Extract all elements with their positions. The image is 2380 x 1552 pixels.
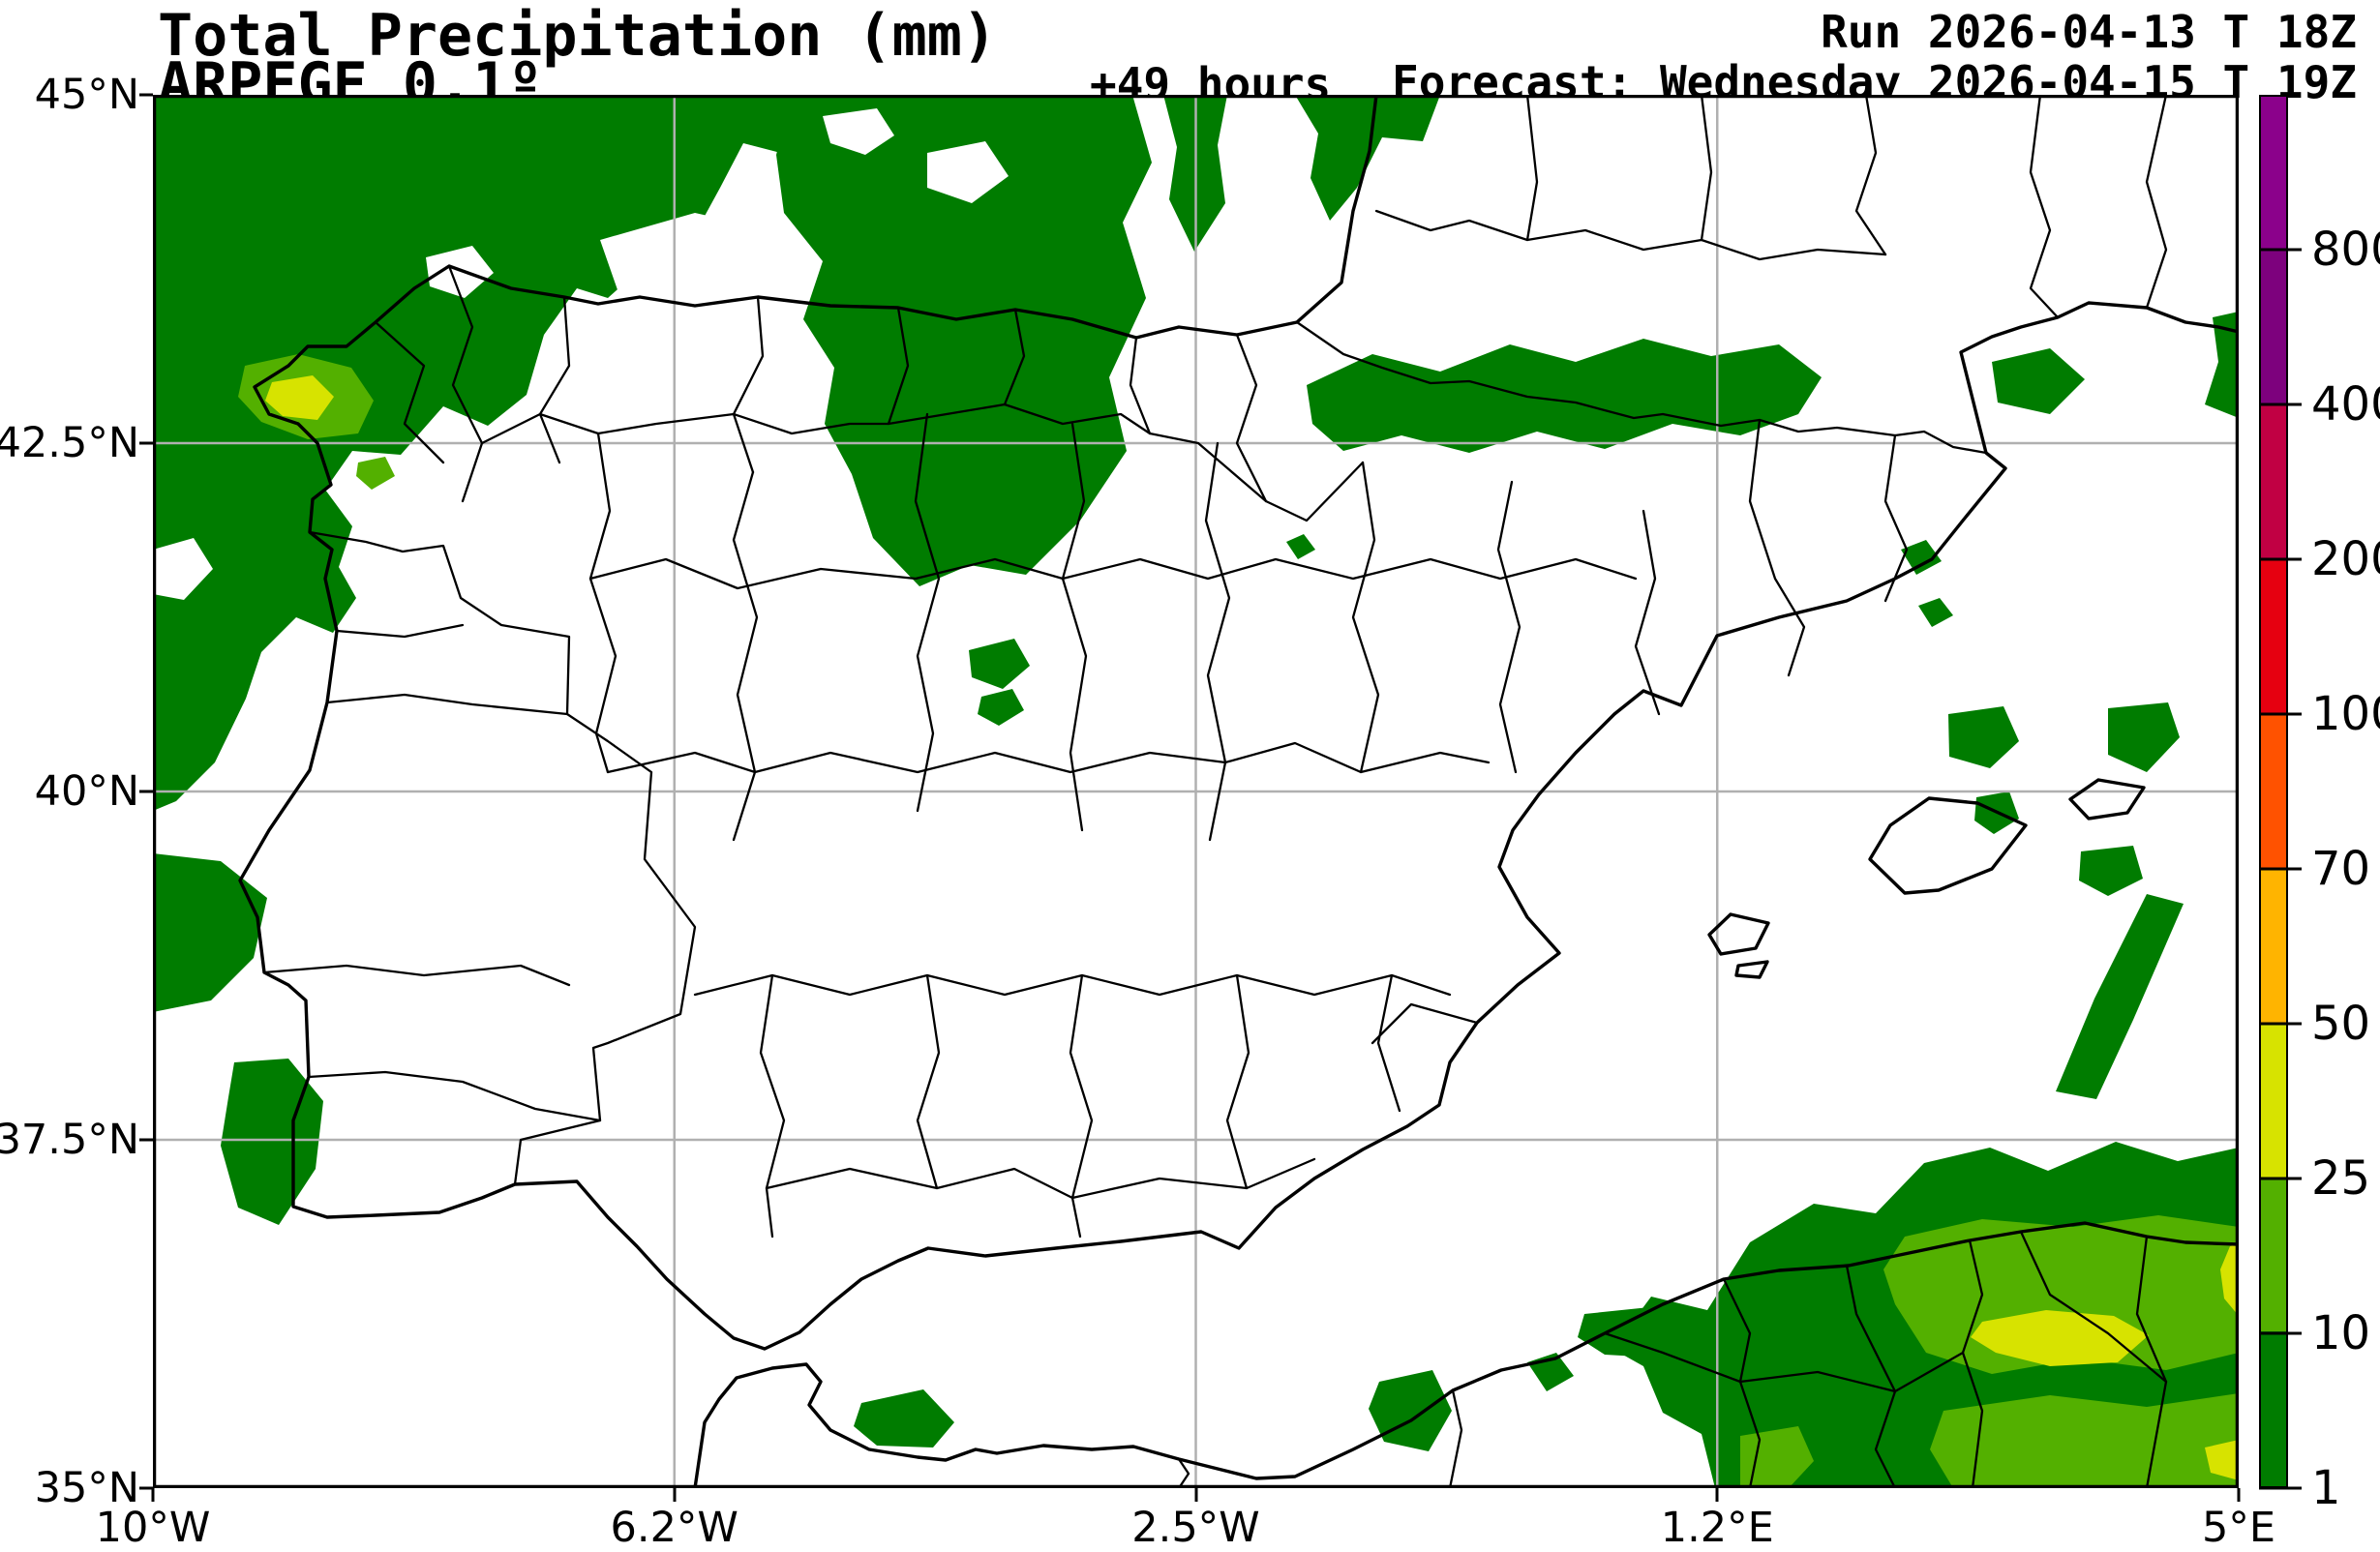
admin-borders [262, 95, 2168, 1488]
colorbar-segment-50-70 [2261, 868, 2286, 1024]
colorbar-segment-400-800 [2261, 251, 2286, 406]
colorbar-tick-label: 100 [2311, 686, 2380, 741]
coastline [238, 95, 2239, 1488]
page-title: Total Precipitation (mm) [158, 2, 997, 70]
y-tick-mark [139, 93, 153, 97]
y-tick-mark [139, 1138, 153, 1142]
colorbar-segment->800 [2261, 97, 2286, 252]
precip-layer-25mm [265, 375, 2239, 1480]
colorbar-tick-label: 1 [2311, 1461, 2341, 1515]
x-axis: 10°W 6.2°W 2.5°W 1.2°E 5°E [96, 1488, 2275, 1552]
y-tick-mark [139, 1486, 153, 1490]
x-tick-mark [673, 1488, 677, 1502]
colorbar-tick-label: 25 [2311, 1151, 2371, 1206]
colorbar-segment-200-400 [2261, 405, 2286, 560]
y-tick-label: 37.5°N [0, 1116, 139, 1164]
colorbar-tick-label: 10 [2311, 1305, 2371, 1360]
colorbar-tick-label: 200 [2311, 532, 2380, 586]
map-area [153, 95, 2239, 1488]
y-tick-label: 35°N [34, 1464, 139, 1512]
x-tick-mark [1194, 1488, 1197, 1502]
colorbar-tick-label: 800 [2311, 222, 2380, 277]
precip-holes [153, 108, 1009, 600]
colorbar-segment-1-10 [2261, 1331, 2286, 1486]
x-tick-label: 1.2°E [1660, 1504, 1774, 1552]
y-tick-label: 45°N [34, 71, 139, 119]
x-tick-label: 10°W [95, 1504, 211, 1552]
map-canvas [153, 95, 2239, 1488]
y-tick-label: 42.5°N [0, 419, 139, 467]
run-label: Run 2026-04-13 T 18Z [1821, 6, 2357, 58]
y-tick-mark [139, 790, 153, 793]
x-tick-mark [2237, 1488, 2241, 1502]
x-tick-label: 2.5°W [1131, 1504, 1260, 1552]
x-tick-mark [151, 1488, 155, 1502]
colorbar-segment-25-50 [2261, 1023, 2286, 1178]
x-tick-mark [1715, 1488, 1719, 1502]
x-tick-label: 5°E [2201, 1504, 2276, 1552]
colorbar-segment-70-100 [2261, 714, 2286, 869]
colorbar-tick-label: 70 [2311, 842, 2371, 896]
colorbar-segment-10-25 [2261, 1177, 2286, 1332]
y-tick-label: 40°N [34, 767, 139, 816]
x-tick-label: 6.2°W [610, 1504, 738, 1552]
colorbar-tick-label: 400 [2311, 376, 2380, 432]
colorbar [2259, 95, 2288, 1488]
colorbar-segment-100-200 [2261, 559, 2286, 715]
colorbar-tick-label: 50 [2311, 997, 2371, 1051]
y-tick-mark [139, 441, 153, 445]
map-frame [153, 95, 2239, 1488]
y-axis: 45°N 42.5°N 40°N 37.5°N 35°N [0, 71, 153, 1512]
